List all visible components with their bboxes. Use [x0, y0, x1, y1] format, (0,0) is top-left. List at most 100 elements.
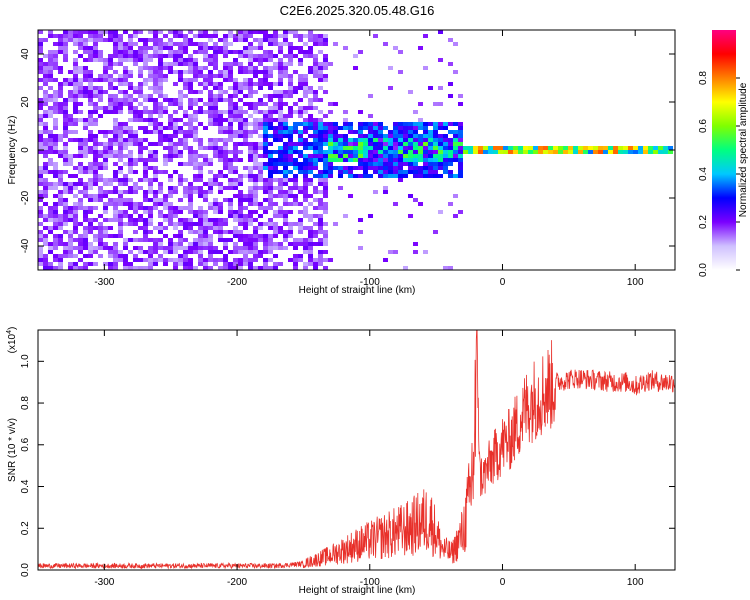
spectrogram-cell	[63, 114, 68, 118]
spectrogram-cell	[218, 210, 223, 214]
spectrogram-cell	[38, 30, 43, 34]
spectrogram-cell	[323, 66, 328, 70]
spectrogram-cell	[153, 262, 158, 266]
spectrogram-cell	[158, 238, 163, 242]
spectrogram-cell	[248, 114, 253, 118]
spectrogram-cell	[78, 66, 83, 70]
spectrogram-cell	[288, 234, 293, 238]
spectrogram-cell	[103, 194, 108, 198]
spectrogram-cell	[663, 146, 668, 150]
spectrogram-cell	[228, 34, 233, 38]
spectrogram-cell	[448, 130, 453, 134]
spectrogram-cell	[238, 234, 243, 238]
spectrogram-cell	[323, 242, 328, 246]
spectrogram-cell	[208, 38, 213, 42]
spectrogram-cell	[148, 150, 153, 154]
spectrogram-cell	[208, 162, 213, 166]
spectrogram-cell	[273, 34, 278, 38]
spectrogram-cell	[98, 78, 103, 82]
spectrogram-cell	[253, 250, 258, 254]
spectrogram-cell	[303, 182, 308, 186]
spectrogram-cell	[518, 146, 523, 150]
spectrogram-cell	[633, 150, 638, 154]
spectrogram-cell	[83, 86, 88, 90]
spectrogram-cell	[443, 266, 448, 270]
spectrogram-cell	[253, 58, 258, 62]
spectrogram-cell	[208, 250, 213, 254]
spectrogram-cell	[153, 194, 158, 198]
spectrogram-cell	[113, 62, 118, 66]
spectrogram-cell	[428, 134, 433, 138]
spectrogram-cell	[203, 246, 208, 250]
spectrogram-cell	[123, 190, 128, 194]
spectrogram-cell	[123, 46, 128, 50]
spectrogram-cell	[93, 142, 98, 146]
spectrogram-cell	[213, 58, 218, 62]
spectrogram-cell	[303, 238, 308, 242]
spectrogram-cell	[38, 246, 43, 250]
spectrogram-cell	[438, 126, 443, 130]
spectrogram-cell	[433, 162, 438, 166]
spectrogram-cell	[143, 62, 148, 66]
spectrogram-cell	[133, 222, 138, 226]
spectrogram-cell	[183, 110, 188, 114]
spectrogram-cell	[163, 134, 168, 138]
spectrogram-cell	[298, 218, 303, 222]
spectrogram-cell	[488, 150, 493, 154]
spectrogram-cell	[238, 210, 243, 214]
spectrogram-cell	[123, 90, 128, 94]
spectrogram-cell	[118, 102, 123, 106]
spectrogram-cell	[213, 150, 218, 154]
spectrogram-cell	[323, 210, 328, 214]
spectrogram-cell	[163, 54, 168, 58]
spectrogram-cell	[158, 182, 163, 186]
spectrogram-cell	[58, 110, 63, 114]
spectrogram-cell	[118, 110, 123, 114]
spectrogram-cell	[258, 38, 263, 42]
spectrogram-cell	[343, 46, 348, 50]
spectrogram-cell	[288, 110, 293, 114]
spectrogram-cell	[133, 218, 138, 222]
spectrogram-cell	[73, 194, 78, 198]
spectrogram-cell	[233, 234, 238, 238]
spectrogram-cell	[58, 70, 63, 74]
spectrogram-cell	[228, 230, 233, 234]
spectrogram-cell	[368, 130, 373, 134]
spectrogram-cell	[193, 154, 198, 158]
spectrogram-cell	[253, 238, 258, 242]
colorbar-tick-label: 0.6	[698, 119, 709, 133]
spectrogram-cell	[173, 42, 178, 46]
spectrogram-cell	[418, 146, 423, 150]
spectrogram-cell	[158, 114, 163, 118]
spectrogram-cell	[123, 254, 128, 258]
spectrogram-cell	[433, 134, 438, 138]
spectrogram-cell	[668, 150, 673, 154]
spectrogram-cell	[238, 246, 243, 250]
spectrogram-cell	[48, 182, 53, 186]
spectrogram-cell	[58, 262, 63, 266]
spectrogram-cell	[398, 150, 403, 154]
spectrogram-cell	[223, 222, 228, 226]
spectrogram-cell	[288, 86, 293, 90]
spectrogram-cell	[493, 150, 498, 154]
spectrogram-cell	[273, 90, 278, 94]
spectrogram-cell	[118, 78, 123, 82]
spectrogram-cell	[113, 94, 118, 98]
spectrogram-cell	[183, 250, 188, 254]
spectrogram-cell	[233, 246, 238, 250]
spectrogram-cell	[68, 174, 73, 178]
spectrogram-cell	[268, 234, 273, 238]
spectrogram-cell	[93, 46, 98, 50]
spectrogram-cell	[378, 166, 383, 170]
spectrogram-cell	[368, 166, 373, 170]
spectrogram-cell	[218, 82, 223, 86]
spectrogram-cell	[168, 126, 173, 130]
spectrogram-cell	[283, 42, 288, 46]
spectrogram-cell	[438, 174, 443, 178]
spectrogram-cell	[173, 186, 178, 190]
spectrogram-cell	[103, 38, 108, 42]
spectrogram-cell	[228, 138, 233, 142]
spectrogram-cell	[143, 66, 148, 70]
spectrogram-cell	[253, 82, 258, 86]
spectrogram-cell	[288, 158, 293, 162]
